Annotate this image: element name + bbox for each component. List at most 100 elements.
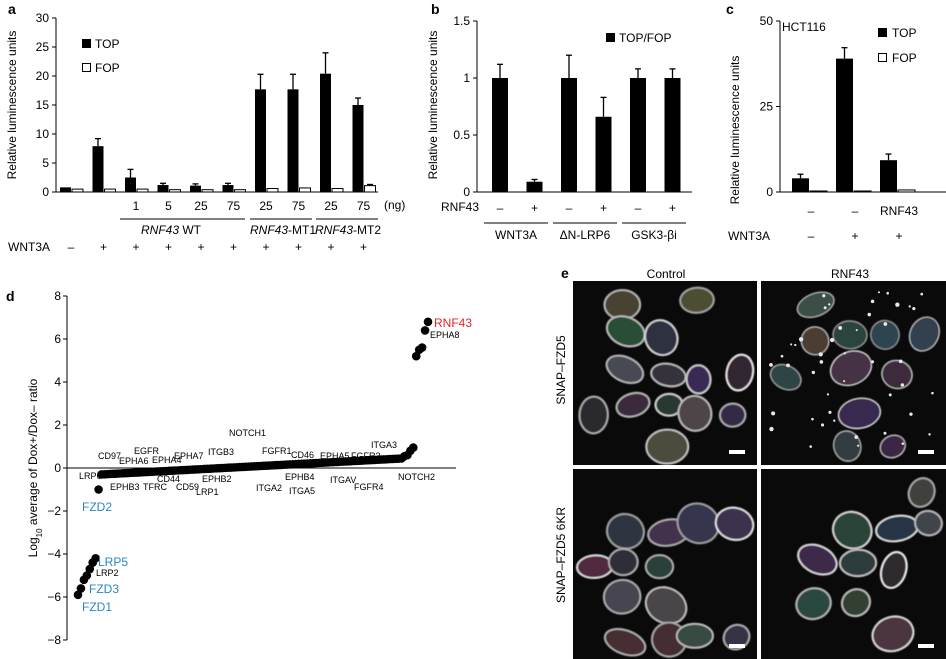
e-puncta-12: [828, 303, 831, 306]
d-label-cd44: CD44: [157, 474, 180, 484]
e-cell-ctrl-fzd5-0-3: [679, 286, 715, 314]
e-cell-rnf-6kr-2-3: [879, 550, 908, 590]
pa-wnt-3: +: [165, 240, 172, 254]
e-puncta-9: [790, 343, 793, 346]
e-cell-rnf-6kr-1-4: [913, 509, 943, 537]
e-cell-ctrl-6kr-1-4: [714, 506, 755, 542]
pa-bar-fop-8: [331, 188, 344, 193]
pa-wnt-6: +: [262, 240, 269, 254]
c-legend-top-swatch: [878, 28, 887, 37]
pc-row1-2: RNF43: [880, 204, 918, 218]
b-ylabel: Relative luminescence units: [426, 31, 440, 180]
d-label-tfrc: TFRC: [143, 482, 167, 492]
d-label-itgb3: ITGB3: [208, 447, 234, 457]
d-label-notch1: NOTCH1: [229, 428, 266, 438]
pb-ytick-label-0: 0: [463, 185, 470, 199]
d-label-epha4: EPHA4: [152, 455, 182, 465]
pa-dose-8: 25: [324, 199, 338, 213]
e-puncta-41: [908, 305, 911, 308]
pa-bar-fop-3: [169, 189, 181, 193]
c-treatment-label: WNT3A: [728, 229, 770, 243]
d-label-ephb3: EPHB3: [110, 482, 140, 492]
d-label-fzd3: FZD3: [89, 582, 119, 596]
e-puncta-2: [769, 426, 774, 432]
b-legend-swatch: [606, 33, 615, 42]
pa-wnt-2: +: [132, 240, 139, 254]
e-cell-ctrl-6kr-3-2: [644, 586, 688, 625]
pc-ytick-label-0: 0: [766, 185, 773, 199]
pa-dose-9: 75: [357, 199, 371, 213]
d-label-epha6: EPHA6: [119, 456, 149, 466]
a-legend-fop-swatch: [82, 63, 91, 72]
pa-bar-top-4: [190, 185, 201, 192]
pa-bar-fop-2: [136, 188, 149, 193]
a-legend-fop: FOP: [95, 61, 120, 75]
pd-point-0: [73, 590, 83, 600]
pb-rnf-0: –: [497, 201, 504, 215]
e-puncta-25: [769, 363, 773, 367]
c-legend-top: TOP: [892, 26, 916, 40]
e-puncta-28: [898, 359, 903, 364]
pb-bar-topfop-4: [630, 78, 646, 192]
pc-ytick-label-2: 50: [760, 14, 774, 28]
d-label-epha5: EPHA5: [320, 451, 350, 461]
b-treatment-label: RNF43: [441, 200, 479, 214]
d-label-itga3: ITGA3: [371, 440, 397, 450]
pd-ytick-label-7: 6: [54, 332, 61, 346]
c-legend-fop: FOP: [892, 51, 917, 65]
d-label-fgfr4: FGFR4: [354, 482, 384, 492]
d-label-itgav: ITGAV: [330, 475, 356, 485]
e-cell-ctrl-6kr-3-1: [602, 578, 642, 615]
pc-wnt-1: +: [851, 229, 858, 243]
pa-bar-fop-6: [266, 188, 279, 193]
pd-ytick-label-8: 8: [54, 289, 61, 303]
e-cell-ctrl-6kr-2-2: [644, 553, 675, 580]
pa-ytick-label-4: 20: [36, 69, 50, 83]
pa-bar-fop-7: [299, 187, 311, 193]
chart-a: Relative luminescence units 051015202530…: [5, 11, 405, 254]
a-treatment-label: WNT3A: [8, 240, 50, 254]
pd-ytick-label-2: −4: [47, 547, 61, 561]
e-cell-rnf-fzd5-1-4: [908, 316, 941, 352]
e-puncta-15: [820, 423, 825, 427]
pd-ytick-label-5: 2: [54, 418, 61, 432]
pd-ytick-label-6: 4: [54, 375, 61, 389]
pa-bar-top-2: [125, 177, 136, 192]
panel-letter-a: a: [8, 1, 16, 17]
d-label-lrp6: LRP6: [79, 471, 102, 481]
e-cell-rnf-fzd5-3-2: [837, 397, 882, 430]
e-cell-ctrl-6kr-1-3: [676, 502, 721, 545]
e-cell-rnf-6kr-3-2: [840, 588, 872, 618]
e-puncta-17: [828, 410, 832, 414]
e-puncta-8: [886, 291, 889, 295]
c-title: HCT116: [782, 20, 826, 34]
e-puncta-14: [823, 306, 827, 310]
pa-wnt-9: +: [360, 240, 367, 254]
e-puncta-6: [830, 337, 835, 343]
pa-ytick-label-0: 0: [42, 185, 49, 199]
a-legend-top: TOP: [95, 37, 119, 51]
panel-letter-d: d: [6, 288, 15, 304]
pd-point-6: [91, 554, 100, 563]
d-ylabel: Log10 average of Dox+/Dox– ratio: [26, 378, 44, 557]
pa-bar-top-5: [222, 185, 234, 192]
e-cell-ctrl-6kr-2-1: [607, 547, 639, 577]
pa-bar-top-6: [255, 89, 266, 192]
d-label-ephb4: EPHB4: [285, 472, 315, 482]
b-group-lrp6: ΔN-LRP6: [560, 228, 611, 242]
e-scalebar-ctrl-fzd5: [729, 450, 745, 454]
e-puncta-5: [870, 299, 875, 304]
chart-c: Relative luminescence units HCT116 0 25 50…: [728, 14, 946, 243]
e-puncta-42: [771, 411, 776, 416]
e-cell-ctrl-fzd5-3-1: [615, 391, 651, 418]
a-legend-top-swatch: [82, 39, 91, 48]
e-puncta-43: [877, 291, 881, 294]
pc-row1-1: –: [852, 204, 859, 218]
pb-bar-topfop-0: [492, 78, 508, 192]
d-label-egfr: EGFR: [134, 446, 160, 456]
e-cell-ctrl-fzd5-1-1: [605, 315, 646, 348]
e-puncta-11: [857, 444, 860, 447]
e-puncta-18: [811, 417, 814, 421]
e-puncta-37: [855, 329, 858, 332]
